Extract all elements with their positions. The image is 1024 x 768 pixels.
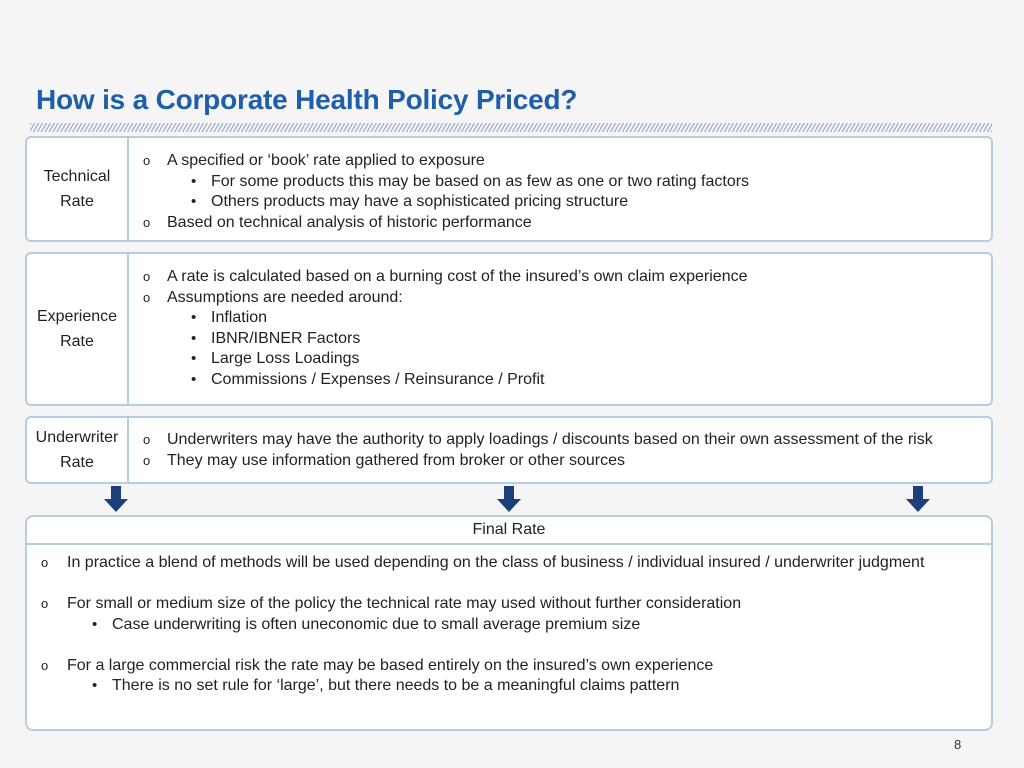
underwriter-rate-label: Underwriter Rate xyxy=(27,418,129,482)
circle-bullet-icon: o xyxy=(41,596,49,611)
technical-rate-label: Technical Rate xyxy=(27,138,129,240)
circle-bullet-icon: o xyxy=(143,432,151,447)
bullet-icon: • xyxy=(191,309,197,326)
circle-bullet-icon: o xyxy=(143,269,151,284)
list-item: • Large Loss Loadings xyxy=(139,349,748,370)
down-arrow-icon xyxy=(104,486,128,512)
label-line: Experience xyxy=(36,308,118,325)
bullet-icon: • xyxy=(191,350,197,367)
bullet-icon: • xyxy=(191,370,197,388)
list-item: o Underwriters may have the authority to … xyxy=(139,430,933,451)
page-number: 8 xyxy=(954,737,962,752)
list-item: • IBNR/IBNER Factors xyxy=(139,329,748,350)
down-arrow-icon xyxy=(497,486,521,512)
list-item: • Others products may have a sophisticate… xyxy=(139,192,749,213)
title-underline-hatch xyxy=(30,123,992,132)
final-rate-content: o In practice a blend of methods will be … xyxy=(37,553,924,697)
label-line: Technical xyxy=(43,168,111,185)
circle-bullet-icon: o xyxy=(41,555,49,570)
underwriter-rate-box: Underwriter Rate o Underwriters may have … xyxy=(25,416,993,484)
final-rate-heading: Final Rate xyxy=(27,517,991,545)
list-item: • Case underwriting is often uneconomic d… xyxy=(37,615,924,636)
final-rate-box: Final Rate o In practice a blend of metho… xyxy=(25,515,993,731)
down-arrow-icon xyxy=(906,486,930,512)
label-line: Rate xyxy=(60,333,94,350)
circle-bullet-icon: o xyxy=(143,452,151,468)
bullet-icon: • xyxy=(92,615,98,633)
underwriter-rate-content: o Underwriters may have the authority to … xyxy=(139,430,933,471)
list-item: • Inflation xyxy=(139,308,748,329)
circle-bullet-icon: o xyxy=(143,214,151,230)
bullet-icon: • xyxy=(92,677,98,694)
list-item: • Commissions / Expenses / Reinsurance / … xyxy=(139,370,748,391)
list-item: o In practice a blend of methods will be … xyxy=(37,553,924,574)
list-item: o For small or medium size of the policy … xyxy=(37,594,924,615)
bullet-icon: • xyxy=(191,193,197,210)
experience-rate-label: Experience Rate xyxy=(27,254,129,404)
list-item: o For a large commercial risk the rate ma… xyxy=(37,656,924,677)
label-line: Underwriter xyxy=(35,429,119,446)
bullet-icon: • xyxy=(191,172,197,190)
list-item: o Assumptions are needed around: xyxy=(139,288,748,309)
list-item: • For some products this may be based on … xyxy=(139,172,749,193)
list-item: o Based on technical analysis of historic… xyxy=(139,213,749,234)
circle-bullet-icon: o xyxy=(41,657,49,673)
label-line: Rate xyxy=(60,193,94,210)
circle-bullet-icon: o xyxy=(143,289,151,305)
page-title: How is a Corporate Health Policy Priced? xyxy=(36,84,578,115)
label-line: Rate xyxy=(60,454,94,471)
bullet-icon: • xyxy=(191,329,197,347)
list-item: • There is no set rule for ‘large’, but t… xyxy=(37,676,924,697)
list-item: o They may use information gathered from … xyxy=(139,451,933,472)
circle-bullet-icon: o xyxy=(143,153,151,168)
